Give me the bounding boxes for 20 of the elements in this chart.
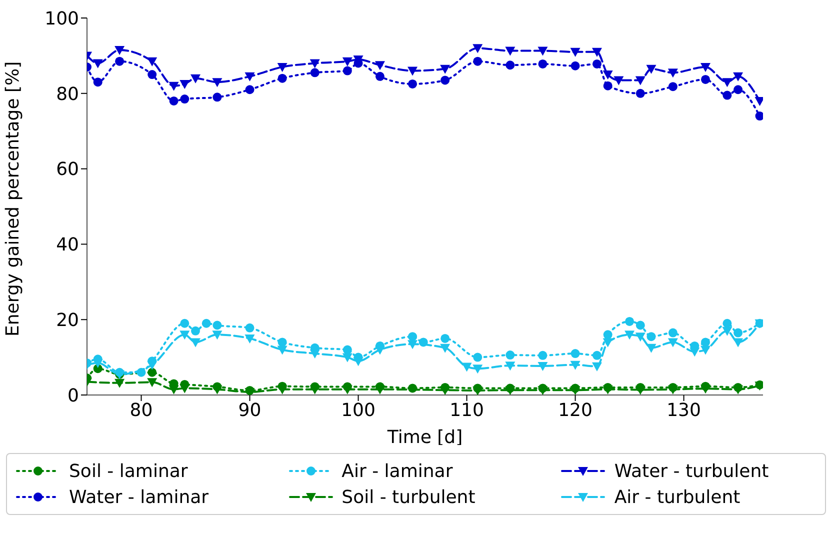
y-axis-title: Energy gained percentage [%] <box>2 61 24 336</box>
x-tick-label: 80 <box>130 400 153 421</box>
legend-label: Air - laminar <box>342 460 453 482</box>
x-tick-label: 90 <box>238 400 262 421</box>
x-tick-label: 110 <box>450 400 484 421</box>
x-axis-title: Time [d] <box>386 427 463 448</box>
y-tick-label: 0 <box>68 385 79 406</box>
y-tick-label: 20 <box>56 310 79 331</box>
legend-label: Soil - turbulent <box>342 486 476 508</box>
legend-label: Air - turbulent <box>614 486 740 508</box>
x-tick-label: 120 <box>558 400 592 421</box>
y-tick-label: 80 <box>56 84 79 105</box>
y-tick-label: 60 <box>56 159 79 180</box>
legend-label: Water - laminar <box>69 486 209 508</box>
legend-label: Soil - laminar <box>69 460 188 482</box>
legend-label: Water - turbulent <box>614 460 769 482</box>
y-tick-label: 40 <box>56 234 79 256</box>
x-tick-label: 100 <box>341 400 376 421</box>
y-tick-label: 100 <box>44 8 79 30</box>
x-tick-label: 130 <box>666 400 701 421</box>
